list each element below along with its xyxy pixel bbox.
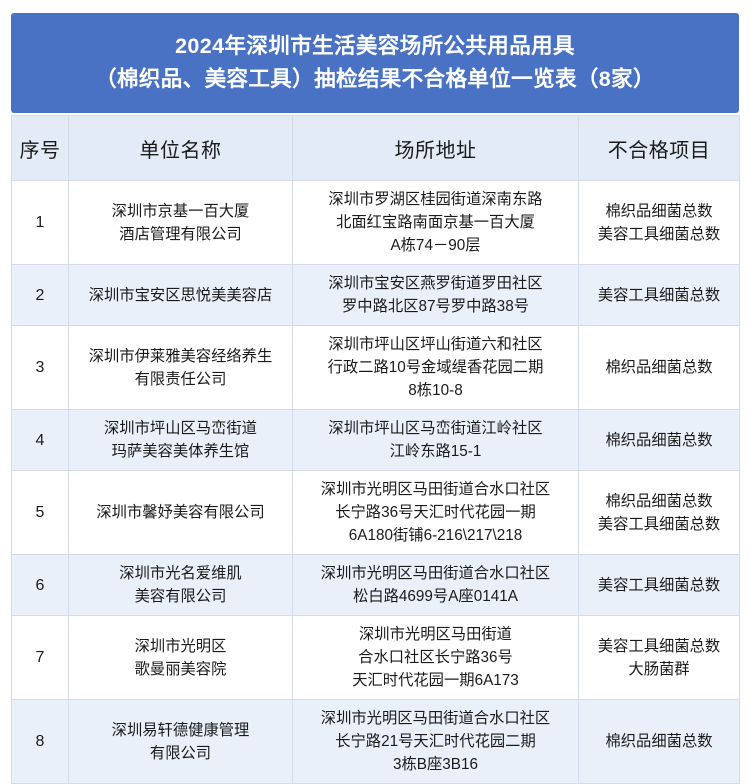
column-header-unit-name: 单位名称: [68, 115, 293, 181]
title-banner: 2024年深圳市生活美容场所公共用品用具 （棉织品、美容工具）抽检结果不合格单位…: [11, 13, 739, 113]
cell-failed-item: 棉织品细菌总数 美容工具细菌总数: [578, 180, 740, 265]
cell-index: 8: [11, 699, 69, 784]
cell-address: 深圳市宝安区燕罗街道罗田社区 罗中路北区87号罗中路38号: [292, 264, 579, 326]
table-row: 4 深圳市坪山区马峦街道 玛萨美容美体养生馆 深圳市坪山区马峦街道江岭社区 江岭…: [11, 409, 740, 471]
column-header-failed-item: 不合格项目: [578, 115, 740, 181]
cell-address: 深圳市坪山区马峦街道江岭社区 江岭东路15-1: [292, 409, 579, 471]
table-row: 2 深圳市宝安区思悦美美容店 深圳市宝安区燕罗街道罗田社区 罗中路北区87号罗中…: [11, 264, 740, 326]
cell-unit-name: 深圳市光名爱维肌 美容有限公司: [68, 554, 293, 616]
title-line-2: （棉织品、美容工具）抽检结果不合格单位一览表（8家）: [95, 67, 655, 91]
cell-failed-item: 美容工具细菌总数: [578, 554, 740, 616]
cell-unit-name: 深圳市光明区 歌曼丽美容院: [68, 615, 293, 700]
cell-unit-name: 深圳市宝安区思悦美美容店: [68, 264, 293, 326]
cell-index: 3: [11, 325, 69, 410]
table-row: 1 深圳市京基一百大厦 酒店管理有限公司 深圳市罗湖区桂园街道深南东路 北面红宝…: [11, 180, 740, 265]
cell-unit-name: 深圳易轩德健康管理 有限公司: [68, 699, 293, 784]
cell-failed-item: 美容工具细菌总数: [578, 264, 740, 326]
table-row: 8 深圳易轩德健康管理 有限公司 深圳市光明区马田街道合水口社区 长宁路21号天…: [11, 699, 740, 784]
table-header-row: 序号 单位名称 场所地址 不合格项目: [11, 115, 740, 181]
cell-address: 深圳市光明区马田街道合水口社区 长宁路36号天汇时代花园一期 6A180街铺6-…: [292, 470, 579, 555]
report-page: 2024年深圳市生活美容场所公共用品用具 （棉织品、美容工具）抽检结果不合格单位…: [11, 13, 740, 784]
table-row: 5 深圳市馨妤美容有限公司 深圳市光明区马田街道合水口社区 长宁路36号天汇时代…: [11, 470, 740, 555]
cell-address: 深圳市罗湖区桂园街道深南东路 北面红宝路南面京基一百大厦 A栋74－90层: [292, 180, 579, 265]
cell-unit-name: 深圳市馨妤美容有限公司: [68, 470, 293, 555]
title-line-1: 2024年深圳市生活美容场所公共用品用具: [175, 34, 575, 58]
column-header-address: 场所地址: [292, 115, 579, 181]
cell-address: 深圳市光明区马田街道 合水口社区长宁路36号 天汇时代花园一期6A173: [292, 615, 579, 700]
cell-failed-item: 美容工具细菌总数 大肠菌群: [578, 615, 740, 700]
cell-index: 6: [11, 554, 69, 616]
cell-address: 深圳市光明区马田街道合水口社区 长宁路21号天汇时代花园二期 3栋B座3B16: [292, 699, 579, 784]
table-body: 1 深圳市京基一百大厦 酒店管理有限公司 深圳市罗湖区桂园街道深南东路 北面红宝…: [11, 180, 740, 784]
table-row: 7 深圳市光明区 歌曼丽美容院 深圳市光明区马田街道 合水口社区长宁路36号 天…: [11, 615, 740, 700]
table-header: 序号 单位名称 场所地址 不合格项目: [11, 115, 740, 181]
inspection-results-table: 序号 单位名称 场所地址 不合格项目 1 深圳市京基一百大厦 酒店管理有限公司 …: [11, 115, 740, 784]
cell-unit-name: 深圳市伊莱雅美容经络养生 有限责任公司: [68, 325, 293, 410]
cell-address: 深圳市光明区马田街道合水口社区 松白路4699号A座0141A: [292, 554, 579, 616]
cell-index: 4: [11, 409, 69, 471]
column-header-index: 序号: [11, 115, 69, 181]
cell-failed-item: 棉织品细菌总数: [578, 325, 740, 410]
table-row: 6 深圳市光名爱维肌 美容有限公司 深圳市光明区马田街道合水口社区 松白路469…: [11, 554, 740, 616]
cell-index: 1: [11, 180, 69, 265]
cell-index: 2: [11, 264, 69, 326]
table-row: 3 深圳市伊莱雅美容经络养生 有限责任公司 深圳市坪山区坪山街道六和社区 行政二…: [11, 325, 740, 410]
cell-unit-name: 深圳市京基一百大厦 酒店管理有限公司: [68, 180, 293, 265]
cell-index: 7: [11, 615, 69, 700]
cell-address: 深圳市坪山区坪山街道六和社区 行政二路10号金域缇香花园二期 8栋10-8: [292, 325, 579, 410]
cell-failed-item: 棉织品细菌总数: [578, 699, 740, 784]
cell-unit-name: 深圳市坪山区马峦街道 玛萨美容美体养生馆: [68, 409, 293, 471]
cell-index: 5: [11, 470, 69, 555]
cell-failed-item: 棉织品细菌总数 美容工具细菌总数: [578, 470, 740, 555]
cell-failed-item: 棉织品细菌总数: [578, 409, 740, 471]
